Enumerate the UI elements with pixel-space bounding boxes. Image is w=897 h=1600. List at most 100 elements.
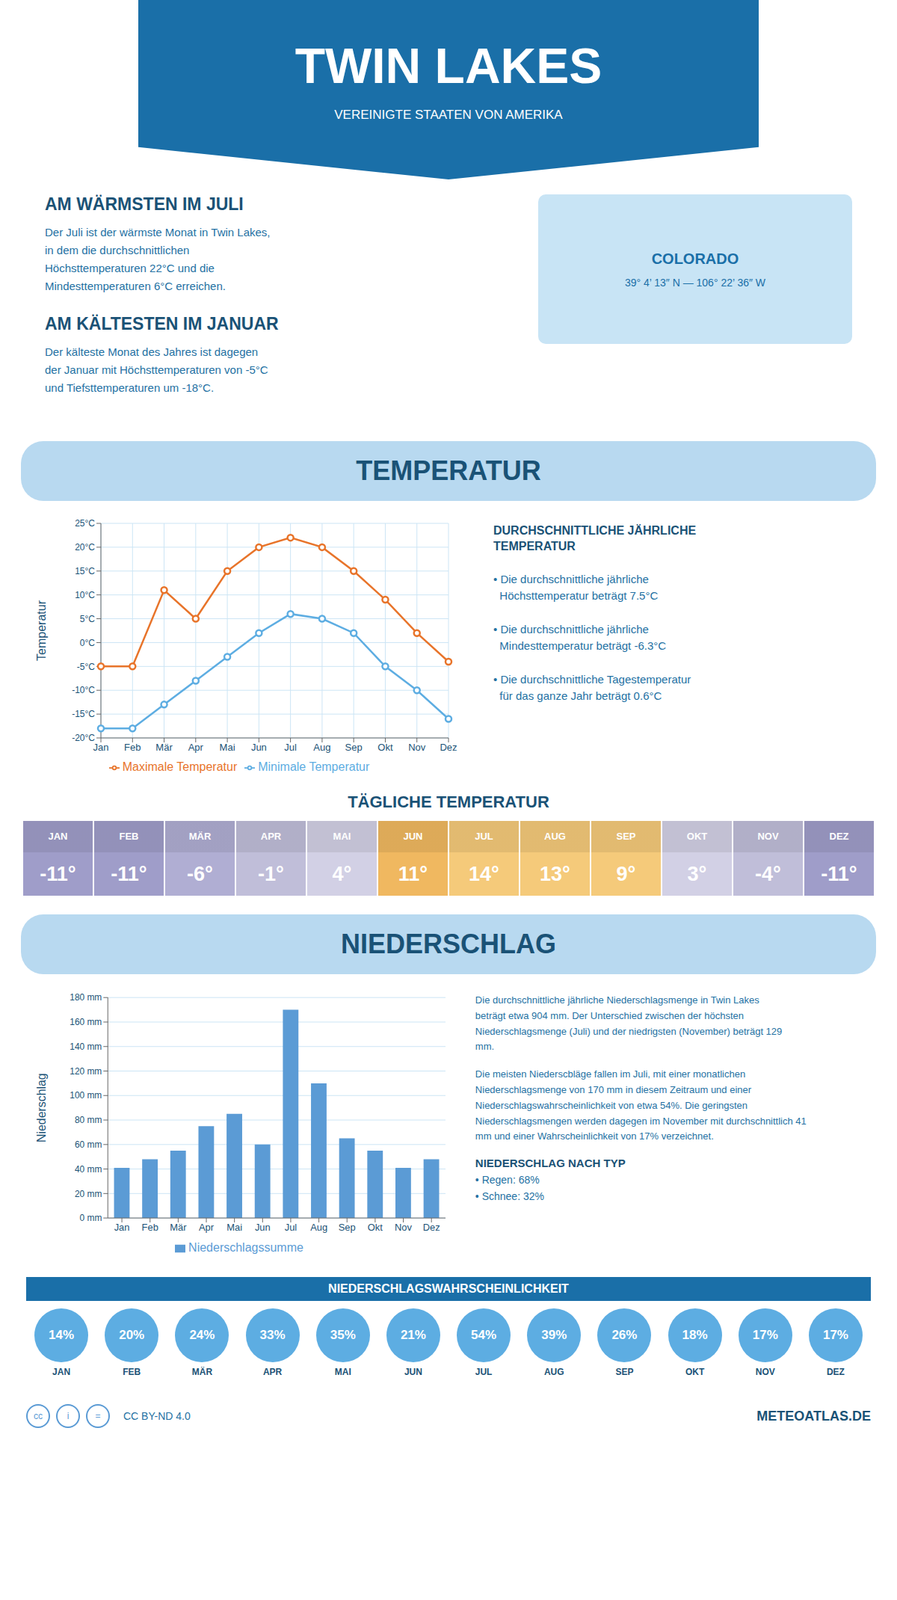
svg-text:Nov: Nov [394,1221,412,1233]
svg-text:Aug: Aug [310,1221,328,1233]
html-text:11°: 11° [398,862,428,886]
html-text:FEB: FEB [119,830,139,842]
svg-text:Nov: Nov [408,741,427,753]
svg-text:Mär: Mär [169,1221,187,1233]
svg-text:Mär: Mär [155,741,173,753]
svg-text:Jul: Jul [284,1221,297,1233]
svg-text:Dez: Dez [439,741,457,753]
svg-text:Mai: Mai [219,741,236,753]
html-text:• Die durchschnittliche jährli: • Die durchschnittliche jährliche Höchst… [493,572,659,602]
svg-text:Temperatur: Temperatur [35,599,48,661]
html-text:• Die durchschnittliche jährli: • Die durchschnittliche jährliche Mindes… [493,622,667,652]
html-text:4°: 4° [332,862,352,886]
html-text:-4°: -4° [755,862,782,886]
svg-text:Jun: Jun [251,741,267,753]
html-text:-11°: -11° [820,862,858,886]
svg-text:120 mm: 120 mm [69,1065,102,1077]
html-text:• Schnee: 32%: • Schnee: 32% [475,1190,545,1203]
html-text:14%: 14% [48,1327,75,1342]
html-text:Minimale Temperatur: Minimale Temperatur [258,760,370,773]
svg-text:100 mm: 100 mm [69,1090,102,1102]
html-text:COLORADO: COLORADO [651,250,739,267]
html-text:21%: 21% [400,1327,427,1342]
svg-text:0°C: 0°C [79,637,95,649]
svg-text:Apr: Apr [198,1221,215,1233]
html-text:DURCHSCHNITTLICHE JÄHRLICHE TE: DURCHSCHNITTLICHE JÄHRLICHE TEMPERATUR [493,523,696,553]
svg-text:Okt: Okt [367,1221,383,1233]
html-text:-6°: -6° [186,862,213,886]
svg-text:-5°C: -5°C [76,661,95,673]
html-text:33%: 33% [259,1327,286,1342]
svg-text:160 mm: 160 mm [69,1016,102,1028]
html-text:Der kälteste Monat des Jahres: Der kälteste Monat des Jahres ist dagege… [44,345,269,394]
html-text:NIEDERSCHLAGSWAHRSCHEINLICHKEI: NIEDERSCHLAGSWAHRSCHEINLICHKEIT [328,1281,569,1295]
html-text:18%: 18% [682,1327,708,1342]
html-text:TWIN LAKES: TWIN LAKES [295,38,602,94]
svg-text:Mai: Mai [226,1221,243,1233]
html-text:AM KÄLTESTEN IM JANUAR: AM KÄLTESTEN IM JANUAR [44,313,279,334]
svg-text:60 mm: 60 mm [74,1139,102,1150]
html-text:Die meisten Niederscbläge fall: Die meisten Niederscbläge fallen im Juli… [475,1068,807,1142]
html-text:Der Juli ist der wärmste Monat: Der Juli ist der wärmste Monat in Twin L… [44,225,271,293]
html-text:CC BY-ND 4.0: CC BY-ND 4.0 [123,1409,191,1422]
svg-text:Okt: Okt [377,741,394,753]
html-text:AM WÄRMSTEN IM JULI: AM WÄRMSTEN IM JULI [44,194,244,214]
html-text:39° 4’ 13″ N — 106° 22’ 36″ W: 39° 4’ 13″ N — 106° 22’ 36″ W [624,276,766,289]
svg-text:140 mm: 140 mm [69,1041,102,1052]
html-text:17%: 17% [752,1327,778,1342]
html-text:9°: 9° [616,862,636,886]
html-text:VEREINIGTE STAATEN VON AMERIKA: VEREINIGTE STAATEN VON AMERIKA [334,107,563,122]
html-text:3°: 3° [687,862,707,886]
svg-text:Jul: Jul [284,741,297,753]
svg-text:Sep: Sep [345,741,363,753]
svg-text:40 mm: 40 mm [74,1163,102,1175]
svg-text:25°C: 25°C [74,518,95,529]
html-text:13°: 13° [539,862,571,886]
svg-text:Dez: Dez [423,1221,441,1233]
html-text:TEMPERATUR: TEMPERATUR [356,455,541,486]
html-text:-11°: -11° [110,862,148,886]
html-text:20%: 20% [119,1327,145,1342]
svg-text:5°C: 5°C [79,613,95,625]
svg-text:-15°C: -15°C [71,708,95,720]
html-text:-1°: -1° [257,862,284,886]
html-text:Maximale Temperatur: Maximale Temperatur [122,760,238,773]
svg-text:80 mm: 80 mm [74,1114,102,1125]
html-text:• Regen: 68%: • Regen: 68% [475,1173,540,1186]
html-text:MÄR: MÄR [188,830,212,842]
svg-text:20 mm: 20 mm [74,1188,102,1199]
svg-text:Apr: Apr [188,741,205,753]
svg-text:Sep: Sep [338,1221,356,1233]
html-text:NIEDERSCHLAG NACH TYP: NIEDERSCHLAG NACH TYP [475,1156,626,1170]
html-text:-11°: -11° [39,862,77,886]
svg-text:Niederschlag: Niederschlag [35,1072,48,1143]
html-text:TÄGLICHE TEMPERATUR: TÄGLICHE TEMPERATUR [347,792,550,812]
html-text:Die durchschnittliche jährlich: Die durchschnittliche jährliche Niedersc… [475,994,783,1053]
svg-text:15°C: 15°C [74,565,95,577]
svg-text:10°C: 10°C [74,589,95,601]
svg-text:-20°C: -20°C [71,732,95,744]
html-text:METEOATLAS.DE: METEOATLAS.DE [756,1407,871,1423]
html-text:17%: 17% [822,1327,849,1342]
html-text:24%: 24% [189,1327,215,1342]
html-text:35%: 35% [330,1327,356,1342]
svg-text:Jun: Jun [254,1221,271,1233]
html-text:APR: APR [260,830,282,842]
html-text:14°: 14° [468,862,500,886]
svg-text:180 mm: 180 mm [69,991,102,1003]
svg-text:20°C: 20°C [74,541,95,553]
svg-text:-10°C: -10°C [71,684,95,696]
html-text:26%: 26% [611,1327,638,1342]
html-text:54%: 54% [470,1327,497,1342]
html-text:39%: 39% [541,1327,567,1342]
svg-text:Jan: Jan [114,1221,131,1233]
svg-text:Feb: Feb [124,741,141,753]
html-text:JAN: JAN [48,830,68,842]
svg-text:Jan: Jan [93,741,110,753]
html-text:NIEDERSCHLAG: NIEDERSCHLAG [340,928,557,960]
html-text:Niederschlagssumme: Niederschlagssumme [188,1240,304,1254]
svg-text:Feb: Feb [142,1221,159,1233]
svg-text:0 mm: 0 mm [79,1212,103,1223]
html-text:• Die durchschnittliche Tagest: • Die durchschnittliche Tagestemperatur … [493,672,691,702]
svg-text:Aug: Aug [313,741,331,753]
